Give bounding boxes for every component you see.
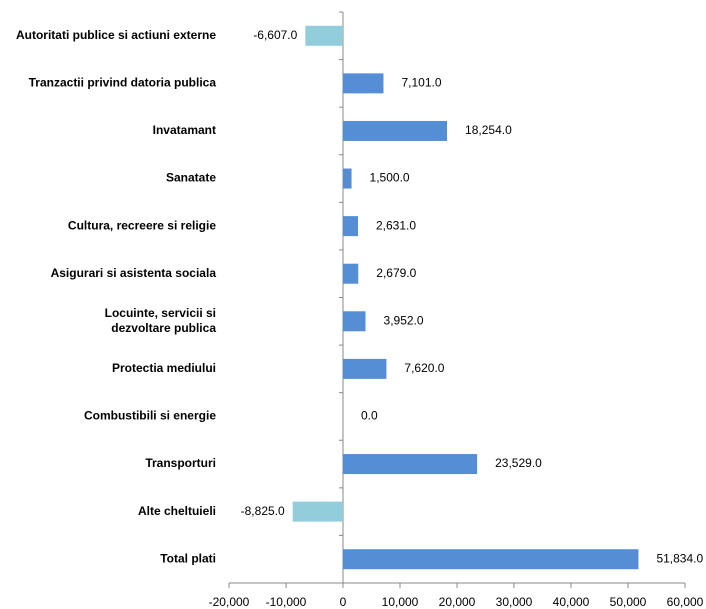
value-label: 1,500.0 <box>370 171 410 185</box>
value-label: 51,834.0 <box>656 551 703 565</box>
bar <box>343 454 478 475</box>
bar <box>343 549 639 570</box>
value-label: 18,254.0 <box>465 123 512 137</box>
x-tick-label: 60,000 <box>667 595 704 609</box>
y-tick-label: Autoritati publice si actiuni externe <box>16 28 216 42</box>
bar <box>305 25 343 46</box>
value-label: 23,529.0 <box>495 456 542 470</box>
bar <box>343 120 448 141</box>
y-tick-label: Tranzactii privind datoria publica <box>29 76 217 90</box>
x-tick-label: -20,000 <box>209 595 250 609</box>
y-tick-label: Invatamant <box>153 123 216 137</box>
value-label: 2,679.0 <box>376 266 416 280</box>
y-tick-label: Total plati <box>160 551 216 565</box>
bar <box>343 216 358 237</box>
y-tick-label: Locuinte, servicii si dezvoltare publica <box>105 306 217 335</box>
bar <box>292 501 343 522</box>
value-label: 2,631.0 <box>376 218 416 232</box>
bar <box>343 263 359 284</box>
bar <box>343 73 384 94</box>
y-tick-label: Sanatate <box>166 171 216 185</box>
y-tick-label: Cultura, recreere si religie <box>68 218 216 232</box>
value-label: 0.0 <box>361 409 378 423</box>
x-tick-label: 40,000 <box>553 595 590 609</box>
x-tick-label: 0 <box>340 595 347 609</box>
value-label: 3,952.0 <box>384 313 424 327</box>
value-label: -8,825.0 <box>241 504 285 518</box>
bar <box>343 311 366 332</box>
x-tick-label: 10,000 <box>382 595 419 609</box>
y-tick-label: Alte cheltuieli <box>138 504 216 518</box>
x-tick-label: 20,000 <box>439 595 476 609</box>
y-tick-label: Transporturi <box>145 456 216 470</box>
y-tick-label: Combustibili si energie <box>84 409 216 423</box>
y-tick-label: Asigurari si asistenta sociala <box>51 266 217 280</box>
bar <box>343 358 387 379</box>
x-tick-label: 50,000 <box>610 595 647 609</box>
x-tick-label: 30,000 <box>496 595 533 609</box>
value-label: -6,607.0 <box>253 28 297 42</box>
x-tick-label: -10,000 <box>266 595 307 609</box>
bar <box>343 168 352 189</box>
value-label: 7,101.0 <box>401 76 441 90</box>
value-label: 7,620.0 <box>404 361 444 375</box>
y-tick-label: Protectia mediului <box>112 361 216 375</box>
